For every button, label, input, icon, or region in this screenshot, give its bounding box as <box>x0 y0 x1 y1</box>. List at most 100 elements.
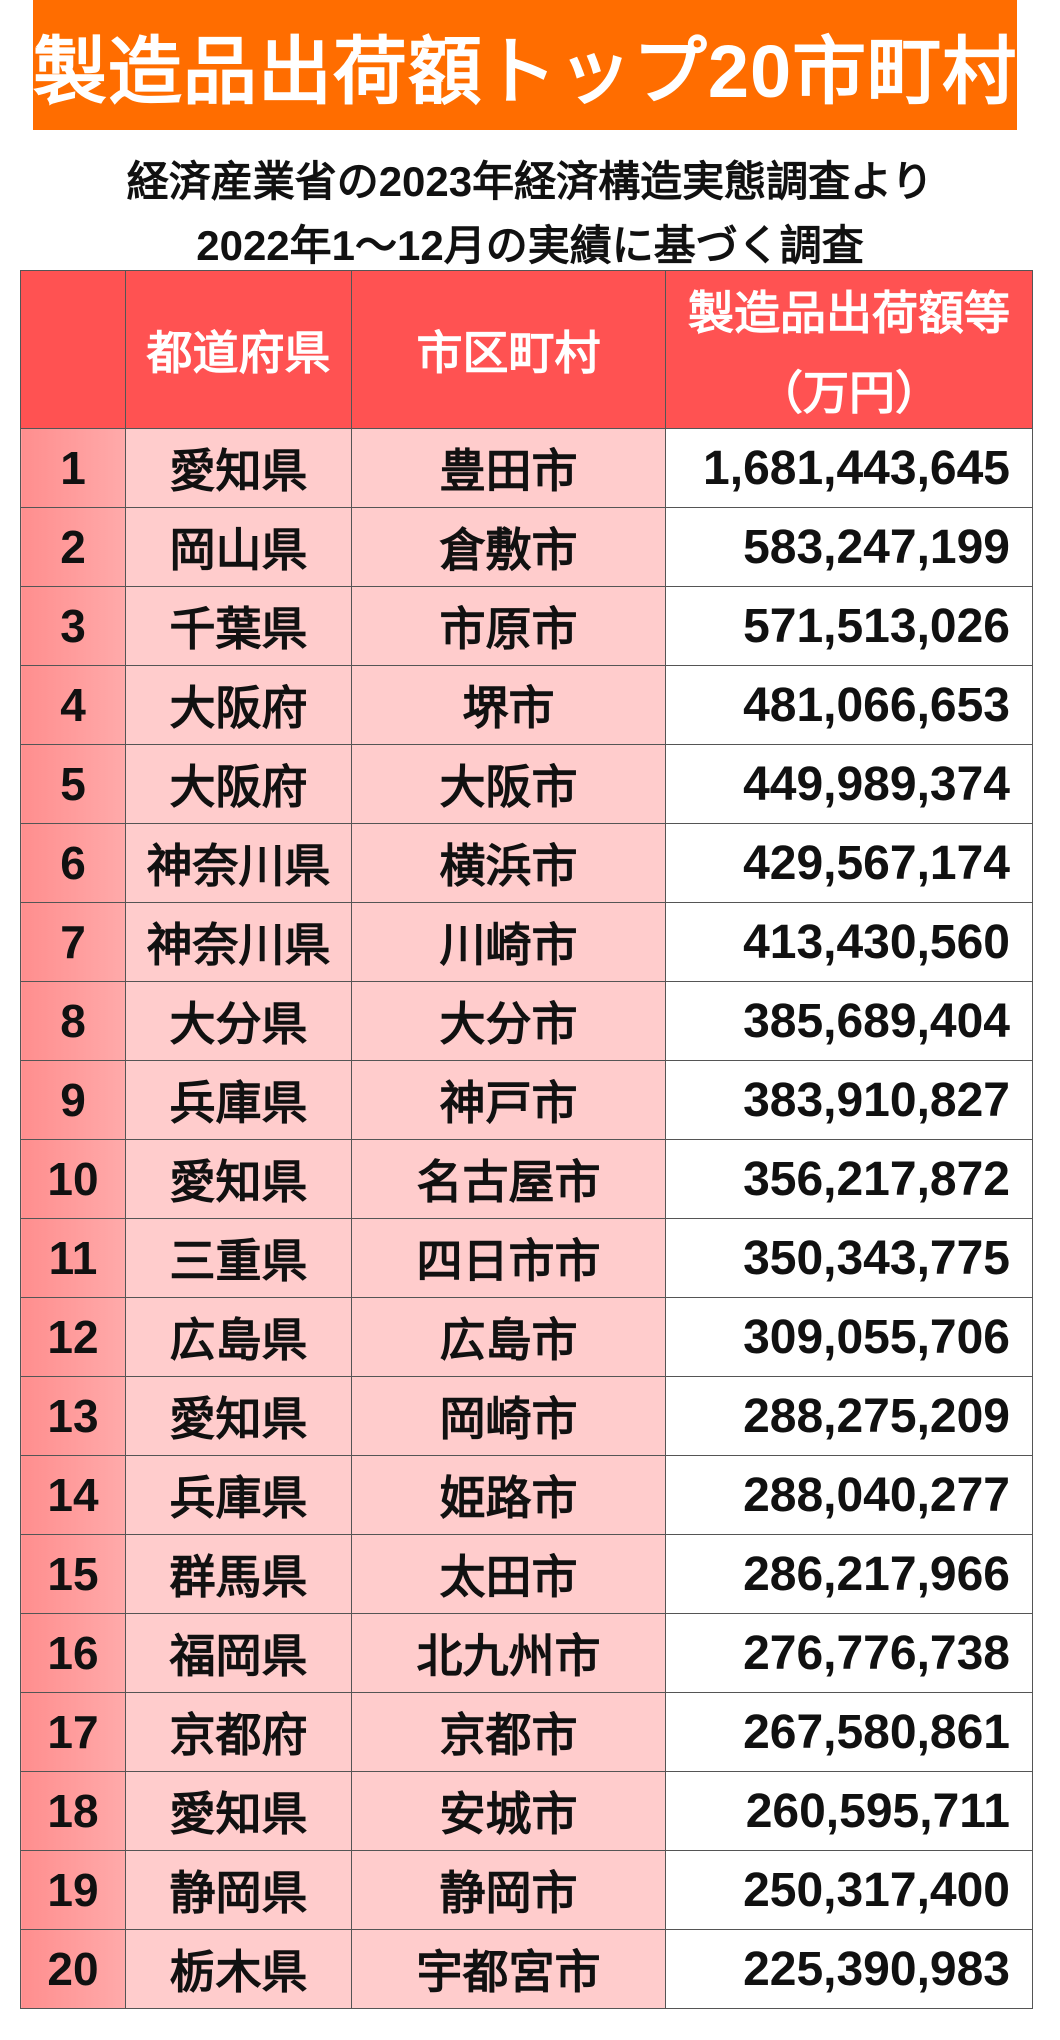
prefecture-cell: 大阪府 <box>125 744 352 824</box>
city-cell: 神戸市 <box>351 1060 666 1140</box>
prefecture-cell: 愛知県 <box>125 428 352 508</box>
value-cell: 350,343,775 <box>665 1218 1033 1298</box>
table-row: 1 愛知県 豊田市 1,681,443,645 <box>20 428 1033 508</box>
title-banner: 製造品出荷額トップ20市町村 <box>33 0 1017 130</box>
table-row: 16 福岡県 北九州市 276,776,738 <box>20 1613 1033 1693</box>
rank-cell: 10 <box>20 1139 126 1219</box>
rank-cell: 19 <box>20 1850 126 1930</box>
city-cell: 大分市 <box>351 981 666 1061</box>
rank-cell: 16 <box>20 1613 126 1693</box>
prefecture-cell: 静岡県 <box>125 1850 352 1930</box>
prefecture-cell: 三重県 <box>125 1218 352 1298</box>
prefecture-cell: 愛知県 <box>125 1771 352 1851</box>
table-row: 15 群馬県 太田市 286,217,966 <box>20 1534 1033 1614</box>
prefecture-cell: 神奈川県 <box>125 902 352 982</box>
rank-cell: 7 <box>20 902 126 982</box>
city-cell: 岡崎市 <box>351 1376 666 1456</box>
table-row: 10 愛知県 名古屋市 356,217,872 <box>20 1139 1033 1219</box>
page-title: 製造品出荷額トップ20市町村 <box>32 29 1018 113</box>
city-cell: 宇都宮市 <box>351 1929 666 2009</box>
rank-cell: 13 <box>20 1376 126 1456</box>
prefecture-cell: 兵庫県 <box>125 1060 352 1140</box>
city-cell: 名古屋市 <box>351 1139 666 1219</box>
prefecture-cell: 兵庫県 <box>125 1455 352 1535</box>
value-cell: 413,430,560 <box>665 902 1033 982</box>
value-cell: 286,217,966 <box>665 1534 1033 1614</box>
prefecture-cell: 群馬県 <box>125 1534 352 1614</box>
rank-cell: 8 <box>20 981 126 1061</box>
value-cell: 356,217,872 <box>665 1139 1033 1219</box>
header-prefecture: 都道府県 <box>125 270 352 429</box>
header-value-unit: （万円） <box>757 366 941 419</box>
subtitle-source: 経済産業省の2023年経済構造実態調査より <box>126 158 934 205</box>
city-cell: 堺市 <box>351 665 666 745</box>
table-row: 14 兵庫県 姫路市 288,040,277 <box>20 1455 1033 1535</box>
value-cell: 260,595,711 <box>665 1771 1033 1851</box>
value-cell: 385,689,404 <box>665 981 1033 1061</box>
rank-cell: 4 <box>20 665 126 745</box>
value-cell: 429,567,174 <box>665 823 1033 903</box>
table-row: 3 千葉県 市原市 571,513,026 <box>20 586 1033 666</box>
table-row: 19 静岡県 静岡市 250,317,400 <box>20 1850 1033 1930</box>
city-cell: 姫路市 <box>351 1455 666 1535</box>
rank-cell: 14 <box>20 1455 126 1535</box>
prefecture-cell: 愛知県 <box>125 1376 352 1456</box>
value-cell: 288,275,209 <box>665 1376 1033 1456</box>
rank-cell: 17 <box>20 1692 126 1772</box>
city-cell: 市原市 <box>351 586 666 666</box>
table-row: 12 広島県 広島市 309,055,706 <box>20 1297 1033 1377</box>
city-cell: 横浜市 <box>351 823 666 903</box>
prefecture-cell: 大分県 <box>125 981 352 1061</box>
header-rank <box>20 270 126 429</box>
value-cell: 1,681,443,645 <box>665 428 1033 508</box>
rank-cell: 6 <box>20 823 126 903</box>
table-row: 11 三重県 四日市市 350,343,775 <box>20 1218 1033 1298</box>
rank-cell: 18 <box>20 1771 126 1851</box>
value-cell: 288,040,277 <box>665 1455 1033 1535</box>
ranking-table: 都道府県 市区町村 製造品出荷額等 （万円） 1 愛知県 豊田市 1,681,443,… <box>20 270 1033 2009</box>
prefecture-cell: 京都府 <box>125 1692 352 1772</box>
table-row: 4 大阪府 堺市 481,066,653 <box>20 665 1033 745</box>
header-value: 製造品出荷額等 （万円） <box>665 270 1033 429</box>
prefecture-cell: 福岡県 <box>125 1613 352 1693</box>
value-cell: 481,066,653 <box>665 665 1033 745</box>
city-cell: 太田市 <box>351 1534 666 1614</box>
rank-cell: 5 <box>20 744 126 824</box>
table-row: 7 神奈川県 川崎市 413,430,560 <box>20 902 1033 982</box>
table-row: 18 愛知県 安城市 260,595,711 <box>20 1771 1033 1851</box>
value-cell: 276,776,738 <box>665 1613 1033 1693</box>
city-cell: 北九州市 <box>351 1613 666 1693</box>
subtitle-period: 2022年1〜12月の実績に基づく調査 <box>196 222 864 269</box>
table-row: 2 岡山県 倉敷市 583,247,199 <box>20 507 1033 587</box>
table-row: 9 兵庫県 神戸市 383,910,827 <box>20 1060 1033 1140</box>
table-row: 5 大阪府 大阪市 449,989,374 <box>20 744 1033 824</box>
value-cell: 267,580,861 <box>665 1692 1033 1772</box>
city-cell: 四日市市 <box>351 1218 666 1298</box>
table-header-row: 都道府県 市区町村 製造品出荷額等 （万円） <box>20 270 1033 429</box>
rank-cell: 15 <box>20 1534 126 1614</box>
city-cell: 京都市 <box>351 1692 666 1772</box>
prefecture-cell: 栃木県 <box>125 1929 352 2009</box>
rank-cell: 20 <box>20 1929 126 2009</box>
header-value-label: 製造品出荷額等 <box>688 286 1010 339</box>
value-cell: 383,910,827 <box>665 1060 1033 1140</box>
city-cell: 安城市 <box>351 1771 666 1851</box>
table-row: 17 京都府 京都市 267,580,861 <box>20 1692 1033 1772</box>
table-row: 13 愛知県 岡崎市 288,275,209 <box>20 1376 1033 1456</box>
value-cell: 571,513,026 <box>665 586 1033 666</box>
value-cell: 309,055,706 <box>665 1297 1033 1377</box>
table-row: 20 栃木県 宇都宮市 225,390,983 <box>20 1929 1033 2009</box>
prefecture-cell: 神奈川県 <box>125 823 352 903</box>
prefecture-cell: 広島県 <box>125 1297 352 1377</box>
value-cell: 583,247,199 <box>665 507 1033 587</box>
prefecture-cell: 大阪府 <box>125 665 352 745</box>
rank-cell: 2 <box>20 507 126 587</box>
city-cell: 倉敷市 <box>351 507 666 587</box>
rank-cell: 12 <box>20 1297 126 1377</box>
value-cell: 225,390,983 <box>665 1929 1033 2009</box>
table-row: 8 大分県 大分市 385,689,404 <box>20 981 1033 1061</box>
rank-cell: 11 <box>20 1218 126 1298</box>
city-cell: 広島市 <box>351 1297 666 1377</box>
rank-cell: 3 <box>20 586 126 666</box>
prefecture-cell: 愛知県 <box>125 1139 352 1219</box>
